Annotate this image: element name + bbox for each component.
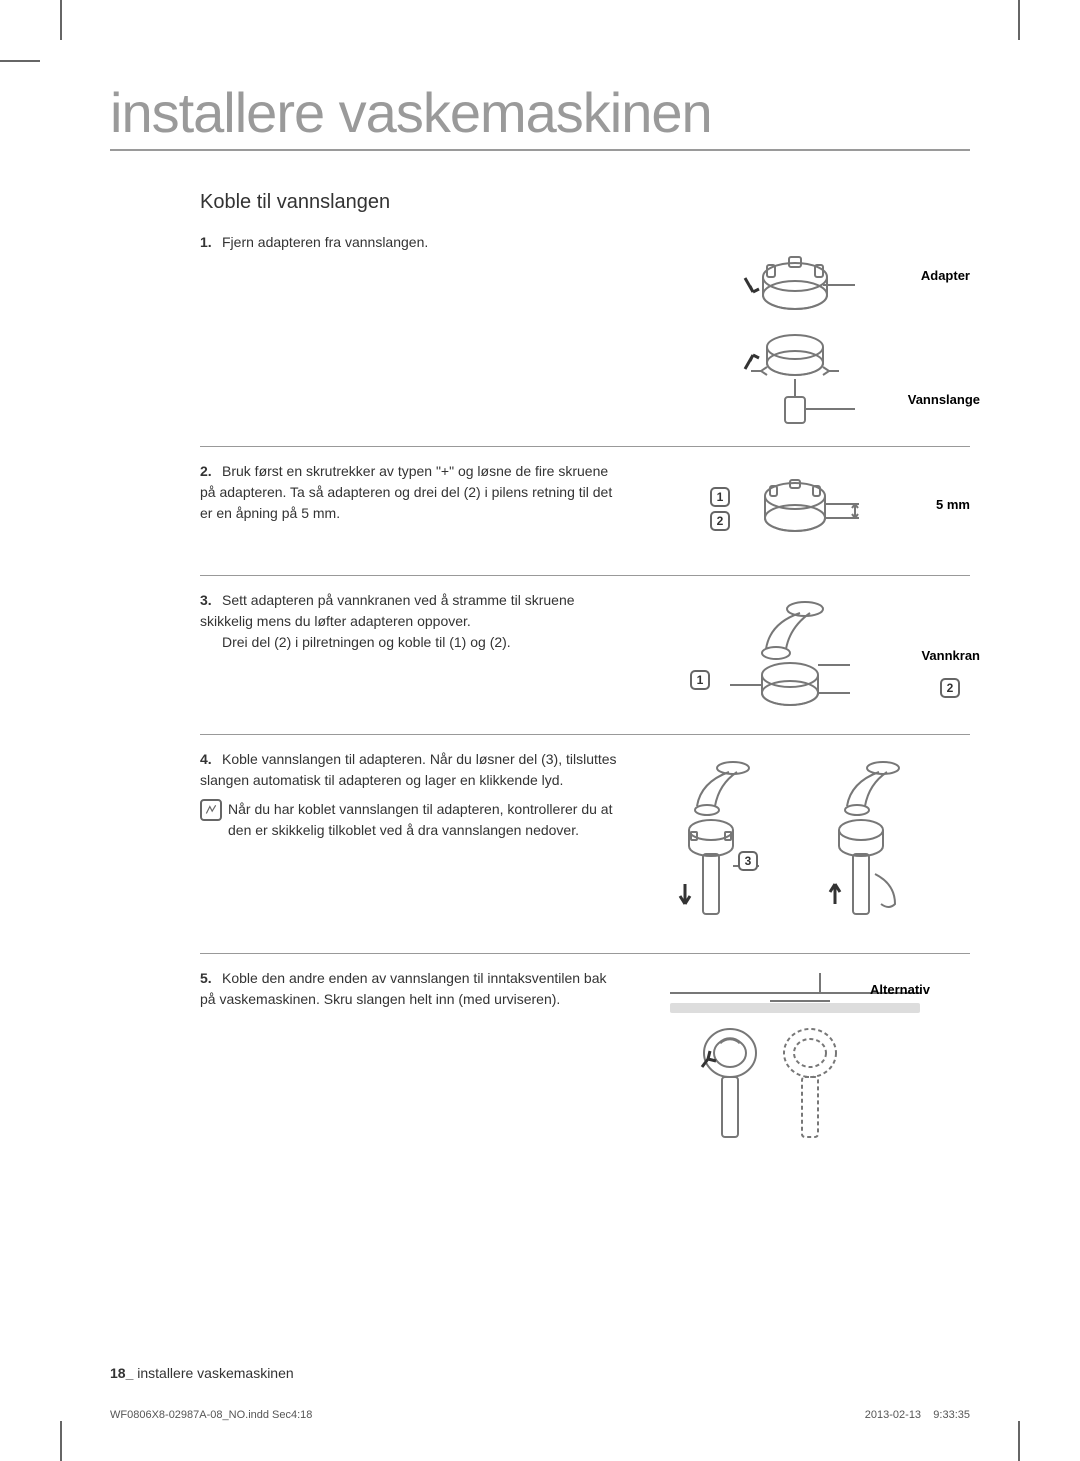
page-footer: 18_ installere vaskemaskinen bbox=[110, 1365, 294, 1381]
print-time: 9:33:35 bbox=[933, 1409, 970, 1421]
callout-3: 3 bbox=[738, 851, 758, 871]
step-number: 5. bbox=[200, 968, 222, 989]
crop-mark bbox=[60, 0, 62, 40]
callout-1: 1 bbox=[710, 487, 730, 507]
section-title: Koble til vannslangen bbox=[200, 191, 970, 214]
page-number: 18_ bbox=[110, 1365, 133, 1381]
print-file: WF0806X8-02987A-08_NO.indd Sec4:18 bbox=[110, 1409, 312, 1421]
note-text: Når du har koblet vannslangen til adapte… bbox=[228, 799, 620, 841]
label-5mm: 5 mm bbox=[936, 497, 970, 512]
step-5: 5.Koble den andre enden av vannslangen t… bbox=[200, 953, 970, 1162]
page-content: installere vaskemaskinen Koble til vanns… bbox=[110, 80, 970, 1381]
note-icon bbox=[200, 799, 222, 821]
step-body-a: Sett adapteren på vannkranen ved å stram… bbox=[200, 592, 575, 629]
step-body: Koble den andre enden av vannslangen til… bbox=[200, 970, 607, 1007]
step-text: 4.Koble vannslangen til adapteren. Når d… bbox=[200, 749, 620, 939]
step-5-illustration: Alternativ bbox=[620, 968, 970, 1148]
label-adapter: Adapter bbox=[921, 268, 970, 283]
step-1-illustration: Adapter Vannslange bbox=[620, 232, 970, 432]
crop-mark bbox=[60, 1421, 62, 1461]
chapter-title: installere vaskemaskinen bbox=[110, 80, 970, 151]
inlet-valve-diagram bbox=[670, 973, 920, 1143]
step-text: 2.Bruk først en skrutrekker av typen "+"… bbox=[200, 461, 620, 561]
step-2-illustration: 1 2 5 mm bbox=[620, 461, 970, 561]
step-body: Fjern adapteren fra vannslangen. bbox=[222, 234, 428, 250]
step-body: Koble vannslangen til adapteren. Når du … bbox=[200, 751, 617, 788]
label-vannkran: Vannkran bbox=[921, 648, 980, 663]
step-3-illustration: 1 2 Vannkran bbox=[620, 590, 970, 720]
note-row: Når du har koblet vannslangen til adapte… bbox=[200, 799, 620, 841]
callout-2: 2 bbox=[940, 678, 960, 698]
label-alternativ: Alternativ bbox=[870, 982, 930, 997]
step-4-illustration: 3 bbox=[620, 749, 970, 939]
tap-adapter-diagram bbox=[710, 595, 880, 715]
content-body: Koble til vannslangen 1.Fjern adapteren … bbox=[110, 191, 970, 1162]
step-number: 3. bbox=[200, 590, 222, 611]
footer-chapter: installere vaskemaskinen bbox=[137, 1365, 293, 1381]
step-3: 3.Sett adapteren på vannkranen ved å str… bbox=[200, 575, 970, 734]
step-text: 1.Fjern adapteren fra vannslangen. bbox=[200, 232, 620, 432]
step-body: Bruk først en skrutrekker av typen "+" o… bbox=[200, 463, 612, 521]
adapter-hose-diagram bbox=[705, 237, 885, 427]
crop-mark bbox=[1018, 0, 1020, 40]
adapter-5mm-diagram bbox=[725, 466, 865, 556]
callout-2: 2 bbox=[710, 511, 730, 531]
step-2: 2.Bruk først en skrutrekker av typen "+"… bbox=[200, 446, 970, 575]
crop-mark bbox=[0, 60, 40, 62]
print-date: 2013-02-13 bbox=[865, 1409, 921, 1421]
callout-1: 1 bbox=[690, 670, 710, 690]
step-text: 3.Sett adapteren på vannkranen ved å str… bbox=[200, 590, 620, 720]
step-number: 2. bbox=[200, 461, 222, 482]
step-number: 4. bbox=[200, 749, 222, 770]
step-body-b: Drei del (2) i pilretningen og koble til… bbox=[222, 634, 511, 650]
crop-mark bbox=[1018, 1421, 1020, 1461]
step-1: 1.Fjern adapteren fra vannslangen. bbox=[200, 232, 970, 446]
step-number: 1. bbox=[200, 232, 222, 253]
hose-connect-diagram bbox=[655, 754, 935, 934]
step-4: 4.Koble vannslangen til adapteren. Når d… bbox=[200, 734, 970, 953]
step-text: 5.Koble den andre enden av vannslangen t… bbox=[200, 968, 620, 1148]
print-metadata: WF0806X8-02987A-08_NO.indd Sec4:18 2013-… bbox=[110, 1409, 970, 1421]
label-vannslange: Vannslange bbox=[908, 392, 980, 407]
